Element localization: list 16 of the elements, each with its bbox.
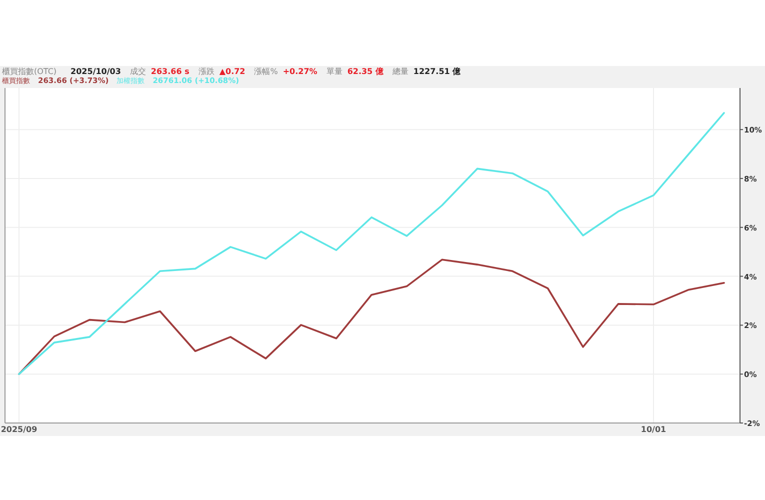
text: 1227.51 億 xyxy=(413,67,462,76)
x-tick-label: 2025/09 xyxy=(0,425,38,434)
text: +0.27% xyxy=(282,67,318,76)
text: 單量 xyxy=(326,67,342,76)
text: 漲幅% xyxy=(254,67,278,76)
text: 成交 xyxy=(130,67,146,76)
line-series xyxy=(18,112,725,375)
text: 2025/10/03 xyxy=(70,67,121,76)
line-series xyxy=(18,258,725,375)
text: 漲跌 xyxy=(198,67,214,76)
text: ▲0.72 xyxy=(219,67,246,76)
x-tick-label: 10/01 xyxy=(640,425,667,434)
text: 總量 xyxy=(391,67,408,76)
chart-title: 櫃買指數(OTC) xyxy=(2,67,57,76)
text: 62.35 億 xyxy=(347,67,384,76)
text: 263.66 s xyxy=(150,67,190,76)
